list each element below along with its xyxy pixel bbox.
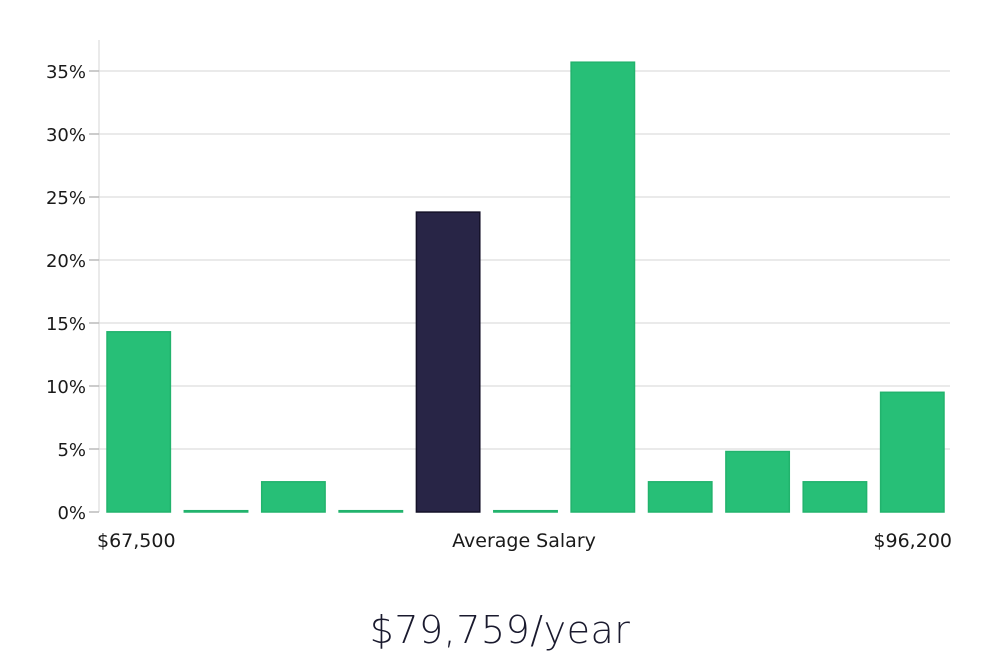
average-salary-value: $79,759/year — [369, 608, 631, 652]
histogram-bar — [879, 391, 945, 513]
y-tick-label: 20% — [46, 251, 86, 272]
histogram-bar — [725, 450, 791, 513]
y-tick-label: 0% — [57, 503, 86, 524]
y-tick-label: 30% — [46, 125, 86, 146]
histogram-bar — [493, 509, 558, 513]
histogram-bar — [570, 61, 636, 513]
x-axis-label: Average Salary — [452, 530, 596, 552]
y-tick-label: 25% — [46, 188, 86, 209]
grid-lines — [99, 70, 950, 450]
average-salary-bar — [415, 211, 481, 513]
histogram-bar — [647, 481, 713, 513]
histogram-bar — [802, 481, 868, 513]
salary-histogram: 0% 5% 10% 15% 20% 25% 30% 35% $67,500 Average S… — [46, 40, 952, 552]
y-axis-ticks: 0% 5% 10% 15% 20% 25% 30% 35% — [46, 62, 99, 524]
histogram-bar — [338, 509, 404, 513]
histogram-bar — [183, 509, 249, 513]
y-tick-label: 15% — [46, 314, 86, 335]
histogram-bar — [106, 331, 172, 513]
y-tick-label: 35% — [46, 62, 86, 83]
histogram-bar — [260, 481, 326, 513]
y-tick-label: 5% — [57, 440, 86, 461]
x-end-label: $96,200 — [873, 530, 952, 552]
bars — [106, 61, 945, 513]
x-start-label: $67,500 — [97, 530, 176, 552]
y-tick-label: 10% — [46, 377, 86, 398]
